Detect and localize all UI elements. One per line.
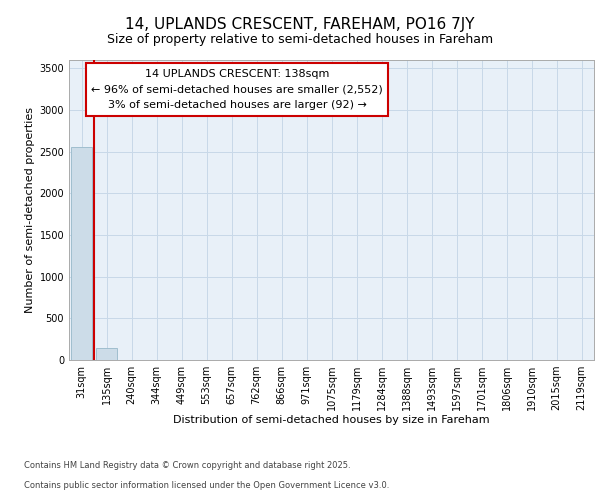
Bar (71, 148, 92, 360)
Text: 14 UPLANDS CRESCENT: 138sqm
← 96% of semi-detached houses are smaller (2,552)
3%: 14 UPLANDS CRESCENT: 138sqm ← 96% of sem… (91, 69, 383, 110)
Text: Contains public sector information licensed under the Open Government Licence v3: Contains public sector information licen… (24, 481, 389, 490)
Text: Size of property relative to semi-detached houses in Fareham: Size of property relative to semi-detach… (107, 32, 493, 46)
Y-axis label: Number of semi-detached properties: Number of semi-detached properties (25, 107, 35, 313)
X-axis label: Distribution of semi-detached houses by size in Fareham: Distribution of semi-detached houses by … (173, 414, 490, 424)
Text: Contains HM Land Registry data © Crown copyright and database right 2025.: Contains HM Land Registry data © Crown c… (24, 461, 350, 470)
Text: 14, UPLANDS CRESCENT, FAREHAM, PO16 7JY: 14, UPLANDS CRESCENT, FAREHAM, PO16 7JY (125, 18, 475, 32)
Bar (96, 348, 117, 360)
